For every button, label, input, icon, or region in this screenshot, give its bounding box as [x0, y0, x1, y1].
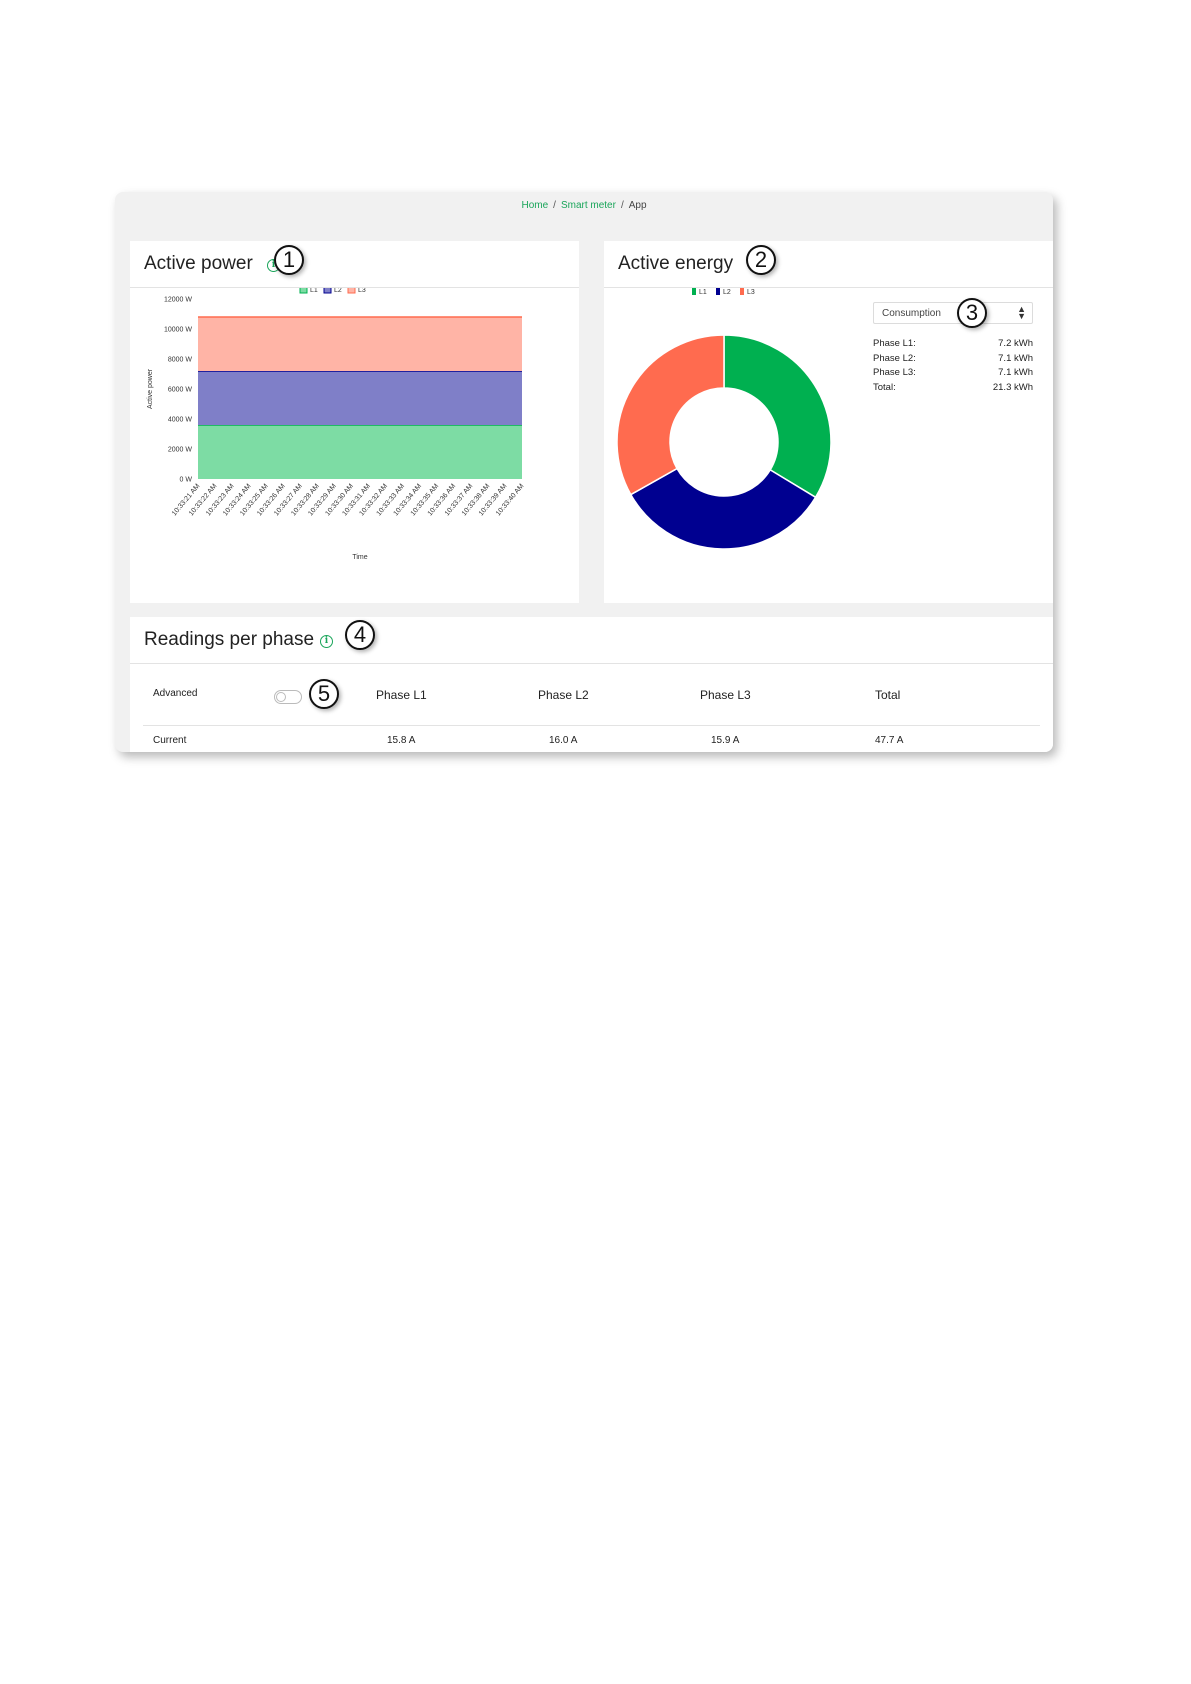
energy-row: Total: 21.3 kWh: [873, 382, 1033, 397]
legend-label-l1: L1: [699, 289, 707, 296]
legend-label-l3: L3: [747, 289, 755, 296]
legend-swatch-l3: [740, 288, 744, 295]
active-power-title: Active power: [144, 253, 253, 274]
area-l2: [198, 371, 522, 425]
y-tick-label: 8000 W: [168, 357, 193, 364]
breadcrumb-home[interactable]: Home: [521, 200, 549, 211]
active-power-chart: L1 L2 L3 0 W 2000 W 4000 W 6000 W 8000 W 10000 W…: [147, 288, 526, 561]
area-l1: [198, 425, 522, 479]
active-energy-chart: L1 L2 L3: [616, 288, 832, 550]
energy-value: 7.2 kWh: [998, 338, 1033, 349]
callout-4: 4: [345, 620, 375, 650]
y-tick-label: 0 W: [180, 477, 193, 484]
energy-summary: Phase L1: 7.2 kWh Phase L2: 7.1 kWh Phase …: [873, 338, 1033, 396]
column-header-phase-l1: Phase L1: [376, 688, 427, 702]
y-tick-label: 2000 W: [168, 447, 193, 454]
legend-swatch-l3: [347, 288, 356, 294]
breadcrumb-smart-meter[interactable]: Smart meter: [560, 200, 616, 211]
breadcrumb-separator: /: [620, 200, 624, 211]
current-total: 47.7 A: [875, 735, 904, 746]
energy-type-select[interactable]: Consumption ▲ ▼: [873, 302, 1033, 324]
donut-slice-l2: [629, 467, 817, 550]
active-power-card: Active power i 1 L1 L2 L3 0 W 2000 W 4000 W 60…: [130, 241, 579, 603]
column-header-phase-l2: Phase L2: [538, 688, 589, 702]
column-header-phase-l3: Phase L3: [700, 688, 751, 702]
column-header-total: Total: [875, 688, 901, 702]
callout-1: 1: [274, 245, 304, 275]
advanced-label: Advanced: [153, 688, 198, 699]
legend-swatch-l1: [299, 288, 308, 294]
table-row: Current 15.8 A 16.0 A 15.9 A 47.7 A: [143, 726, 1040, 752]
callout-5: 5: [309, 679, 339, 709]
readings-title: Readings per phase: [144, 629, 315, 650]
info-icon[interactable]: i: [320, 635, 333, 648]
y-tick-label: 4000 W: [168, 417, 193, 424]
readings-card: Readings per phase i 4 Advanced 5 Phase …: [130, 617, 1053, 752]
legend-label-l3: L3: [358, 288, 366, 294]
energy-value: 7.1 kWh: [998, 352, 1033, 364]
current-l1: 15.8 A: [387, 735, 416, 746]
legend-swatch-l2: [323, 288, 332, 294]
y-tick-label: 12000 W: [164, 297, 192, 304]
callout-2: 2: [746, 245, 776, 275]
callout-3: 3: [957, 298, 987, 328]
select-arrows-icon: ▲ ▼: [1017, 304, 1026, 321]
breadcrumb-separator: /: [553, 200, 556, 211]
current-label: Current: [153, 735, 187, 746]
active-power-header: Active power i 1: [130, 241, 579, 288]
legend-swatch-l1: [692, 288, 696, 295]
energy-type-select-value: Consumption: [882, 308, 941, 319]
energy-label: Phase L2:: [873, 352, 916, 364]
x-axis-label: Time: [352, 554, 367, 561]
legend-label-l2: L2: [334, 288, 342, 294]
y-tick-label: 6000 W: [168, 387, 193, 394]
energy-label: Total:: [873, 381, 896, 393]
active-energy-card: Active energy 2 L1 L2 L3 Consumption ▲ ▼ 3 …: [604, 241, 1053, 603]
readings-table: Advanced 5 Phase L1 Phase L2 Phase L3 To…: [143, 665, 1040, 752]
energy-value: 21.3 kWh: [992, 381, 1033, 393]
energy-value: 7.1 kWh: [998, 367, 1033, 378]
readings-header: Readings per phase i 4: [130, 617, 1053, 664]
energy-row: Phase L3: 7.1 kWh: [873, 367, 1033, 382]
energy-row: Phase L2: 7.1 kWh: [873, 353, 1033, 368]
active-energy-header: Active energy 2: [604, 241, 1053, 288]
current-l3: 15.9 A: [711, 735, 740, 746]
energy-label: Phase L1:: [873, 338, 916, 349]
toggle-knob: [276, 692, 286, 702]
donut-slice-l3: [616, 334, 725, 496]
legend-swatch-l2: [716, 288, 720, 295]
legend-label-l1: L1: [310, 288, 318, 294]
table-header-row: Advanced 5 Phase L1 Phase L2 Phase L3 To…: [143, 665, 1040, 726]
area-l3: [198, 317, 522, 371]
active-energy-title: Active energy: [618, 253, 734, 274]
advanced-toggle[interactable]: [274, 690, 302, 704]
y-tick-label: 10000 W: [164, 327, 192, 334]
energy-label: Phase L3:: [873, 367, 916, 378]
energy-row: Phase L1: 7.2 kWh: [873, 338, 1033, 353]
app-window: Home / Smart meter / App Active power i 1 L1…: [115, 192, 1053, 752]
donut-slice-l1: [723, 334, 832, 499]
breadcrumb: Home / Smart meter / App: [115, 200, 1053, 211]
breadcrumb-current: App: [628, 200, 647, 211]
legend-label-l2: L2: [723, 289, 731, 296]
current-l2: 16.0 A: [549, 735, 578, 746]
y-axis-label: Active power: [147, 368, 154, 409]
